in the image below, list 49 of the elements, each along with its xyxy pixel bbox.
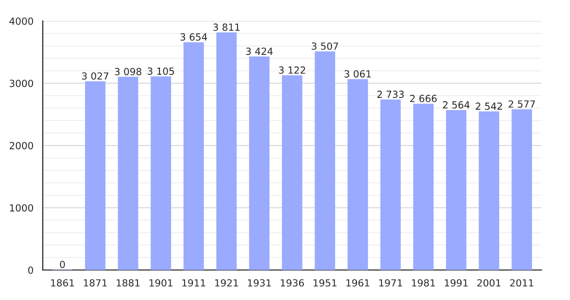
x-tick-label: 1911 [182,279,206,287]
bar [478,111,500,270]
bar [380,100,401,270]
bar [150,76,172,270]
bar [314,51,336,270]
bar [85,81,106,270]
bar [118,76,138,270]
data-label: 3 811 [213,24,240,31]
data-label: 2 577 [508,100,535,108]
x-tick-label: 1921 [215,279,238,287]
bar [446,110,466,270]
bar [249,56,270,270]
data-label: 3 105 [148,67,174,75]
x-tick-label: 2011 [510,279,534,287]
data-label: 2 542 [476,102,502,110]
data-label: 3 027 [82,72,108,80]
x-tick-label: 2001 [477,279,500,287]
data-label: 3 424 [246,48,273,55]
bar [413,104,434,270]
y-tick-label: 1000 [10,204,34,212]
data-label: 2 666 [410,94,437,102]
bar [183,42,204,270]
x-tick-label: 1991 [444,279,468,287]
x-tick-label: 1961 [346,279,370,287]
y-tick-label: 0 [28,266,34,274]
data-label: 2 733 [377,90,404,98]
data-label: 3 654 [180,33,208,41]
bar [348,79,368,270]
data-label: 3 507 [312,42,338,50]
bar [216,32,237,270]
data-label: 3 061 [344,70,371,78]
y-tick-label: 4000 [9,17,34,25]
bar [512,109,532,270]
x-tick-label: 1931 [248,279,271,287]
y-tick-label: 3000 [10,80,34,88]
x-tick-label: 1861 [51,279,74,287]
data-label: 3 122 [278,66,306,74]
data-label: 3 098 [114,68,142,76]
x-tick-label: 1981 [412,279,435,287]
x-tick-label: 1936 [280,279,304,287]
data-label: 2 564 [442,101,470,109]
data-label: 0 [60,260,65,268]
x-tick-label: 1881 [116,279,140,287]
x-tick-label: 1901 [150,279,172,287]
x-tick-label: 1971 [379,279,402,287]
bar [282,75,302,270]
x-tick-label: 1951 [314,279,336,287]
y-tick-label: 2000 [10,142,34,150]
x-tick-label: 1871 [84,279,107,287]
